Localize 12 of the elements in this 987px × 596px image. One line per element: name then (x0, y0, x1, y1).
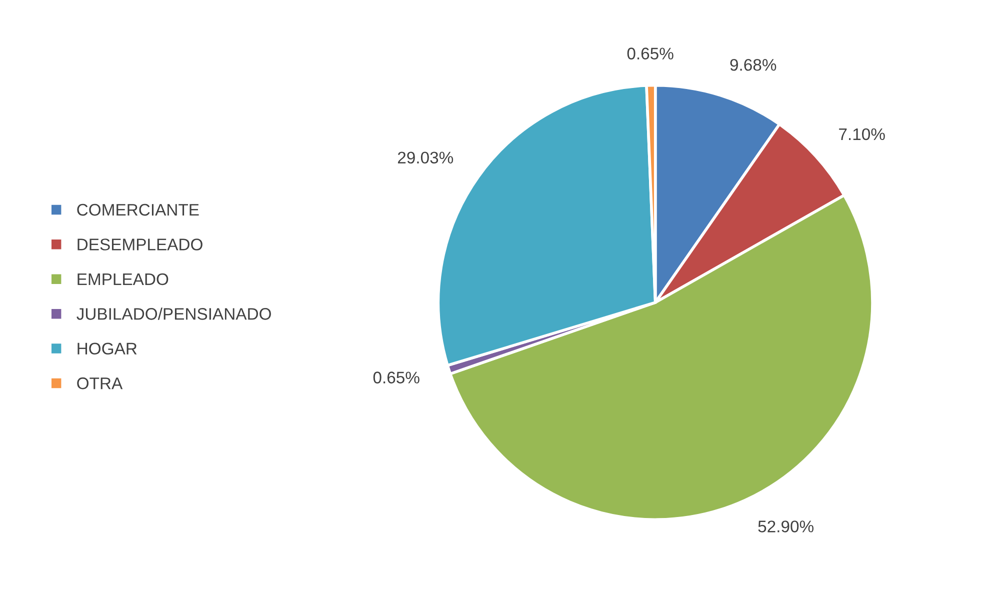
data-label: 7.10% (839, 128, 885, 140)
legend-label: EMPLEADO (78, 273, 168, 286)
legend-label: OTRA (77, 377, 123, 390)
legend-label: JUBILADO/PENSIANADO (76, 308, 271, 320)
data-label: 29.03% (398, 152, 454, 164)
legend-label: HOGAR (78, 342, 137, 355)
data-label: 0.65% (373, 372, 420, 384)
data-label: 0.65% (627, 48, 674, 60)
data-label: 52.90% (758, 520, 814, 532)
legend-label: DESEMPLEADO (78, 238, 202, 250)
data-label: 9.68% (730, 58, 776, 71)
legend-label: COMERCIANTE (77, 204, 199, 216)
